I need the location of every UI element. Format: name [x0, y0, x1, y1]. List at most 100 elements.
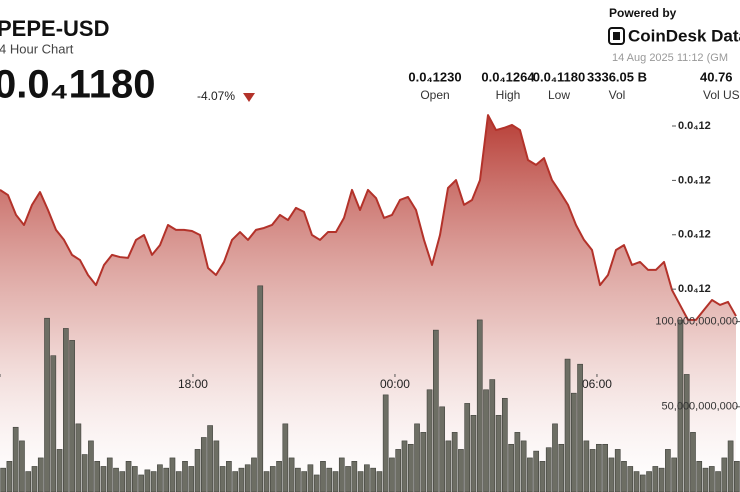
- volume-bar: [426, 389, 433, 492]
- volume-bar: [320, 461, 326, 492]
- volume-bar: [238, 467, 245, 492]
- volume-bar: [702, 467, 709, 492]
- volume-bar: [88, 440, 94, 492]
- volume-bar: [727, 440, 734, 492]
- volume-bar: [75, 423, 82, 492]
- volume-bar: [677, 319, 684, 492]
- volume-bar: [589, 449, 596, 492]
- volume-bar: [514, 432, 521, 492]
- volume-bar: [376, 471, 383, 492]
- volume-bar: [6, 461, 13, 492]
- y-tick-label: 0.0₄12: [678, 283, 711, 295]
- y2-tick-label: 50,000,000,000: [662, 401, 738, 413]
- volume-bar: [690, 432, 696, 492]
- volume-bar: [357, 471, 364, 492]
- volume-bar: [414, 423, 420, 492]
- volume-bar: [708, 466, 715, 492]
- volume-bar: [570, 392, 577, 492]
- volume-bar: [25, 471, 32, 492]
- brand-icon-inner: [613, 32, 620, 40]
- volume-bar: [621, 461, 627, 492]
- brand: CoinDesk Data: [628, 26, 740, 45]
- volume-bar: [451, 432, 458, 492]
- volume-bar: [382, 394, 389, 492]
- volume-bar: [0, 467, 6, 492]
- volume-bar: [552, 423, 558, 492]
- timestamp: 14 Aug 2025 11:12 (GM: [612, 52, 728, 64]
- stat-label: Open: [420, 88, 449, 102]
- volume-bar: [94, 461, 101, 492]
- volume-bar: [433, 329, 439, 492]
- volume-bar: [332, 471, 339, 492]
- volume-bar: [144, 469, 151, 492]
- volume-bar: [56, 449, 63, 492]
- x-tick-label: 06:00: [582, 377, 612, 391]
- volume-bar: [295, 467, 301, 492]
- volume-bar: [395, 449, 402, 492]
- volume-bar: [458, 449, 464, 492]
- y-tick-label: 0.0₄12: [678, 229, 711, 241]
- down-arrow: [243, 93, 255, 102]
- volume-bar: [470, 415, 477, 492]
- volume-bar: [194, 449, 201, 492]
- volume-bar: [476, 319, 483, 492]
- volume-bar: [633, 471, 640, 492]
- stat-value: 0.0₄1230: [408, 69, 461, 84]
- volume-bar: [150, 471, 157, 492]
- volume-bar: [169, 457, 176, 492]
- volume-bar: [583, 440, 590, 492]
- volume-bar: [489, 379, 496, 492]
- volume-bar: [138, 474, 144, 492]
- x-tick-label: 18:00: [178, 377, 208, 391]
- y-tick-label: 0.0₄12: [678, 120, 711, 132]
- volume-bar: [125, 461, 132, 492]
- volume-bar: [683, 374, 690, 492]
- volume-bar: [182, 461, 188, 492]
- stat-label: Low: [548, 88, 570, 102]
- volume-bar: [301, 471, 307, 492]
- volume-bar: [539, 461, 546, 492]
- volume-bar: [520, 440, 527, 492]
- volume-bar: [596, 443, 602, 492]
- stat-label: High: [496, 88, 521, 102]
- volume-bar: [81, 454, 88, 492]
- subtitle: 4 Hour Chart: [0, 41, 74, 56]
- volume-bar: [207, 425, 213, 492]
- volume-bar: [338, 457, 345, 492]
- volume-bar: [420, 432, 427, 492]
- volume-bar: [19, 440, 25, 492]
- volume-bar: [313, 474, 320, 492]
- volume-bar: [232, 471, 239, 492]
- plot-area: 0.0₄12 0.0₄12 0.0₄12 0.0₄12 100,000,000,000 5…: [0, 114, 740, 492]
- title: PEPE-USD: [0, 16, 109, 41]
- volume-bar: [326, 467, 333, 492]
- volume-bar: [219, 466, 226, 492]
- volume-bar: [734, 461, 740, 492]
- volume-bar: [558, 443, 565, 492]
- volume-bar: [113, 467, 119, 492]
- volume-bar: [508, 443, 514, 492]
- volume-bar: [106, 457, 113, 492]
- volume-bar: [213, 440, 220, 492]
- volume-bar: [671, 457, 677, 492]
- volume-bar: [614, 449, 621, 492]
- y2-tick-label: 100,000,000,000: [655, 316, 738, 328]
- volume-bar: [501, 397, 508, 492]
- volume-bar: [464, 403, 471, 492]
- stat-label: Vol US: [703, 88, 740, 102]
- volume-bar: [257, 285, 264, 492]
- volume-bar: [12, 426, 19, 492]
- volume-bar: [37, 457, 44, 492]
- volume-bar: [533, 450, 540, 492]
- volume-bar: [175, 471, 182, 492]
- stats: 0.0₄1230 Open 0.0₄1264 High 0.0₄1180 Low…: [408, 69, 739, 102]
- volume-bar: [251, 457, 257, 492]
- stat-label: Vol: [609, 88, 626, 102]
- volume-bar: [282, 423, 289, 492]
- volume-bar: [602, 443, 609, 492]
- brand-icon: [608, 27, 625, 45]
- volume-bar: [389, 457, 395, 492]
- volume-bar: [527, 457, 533, 492]
